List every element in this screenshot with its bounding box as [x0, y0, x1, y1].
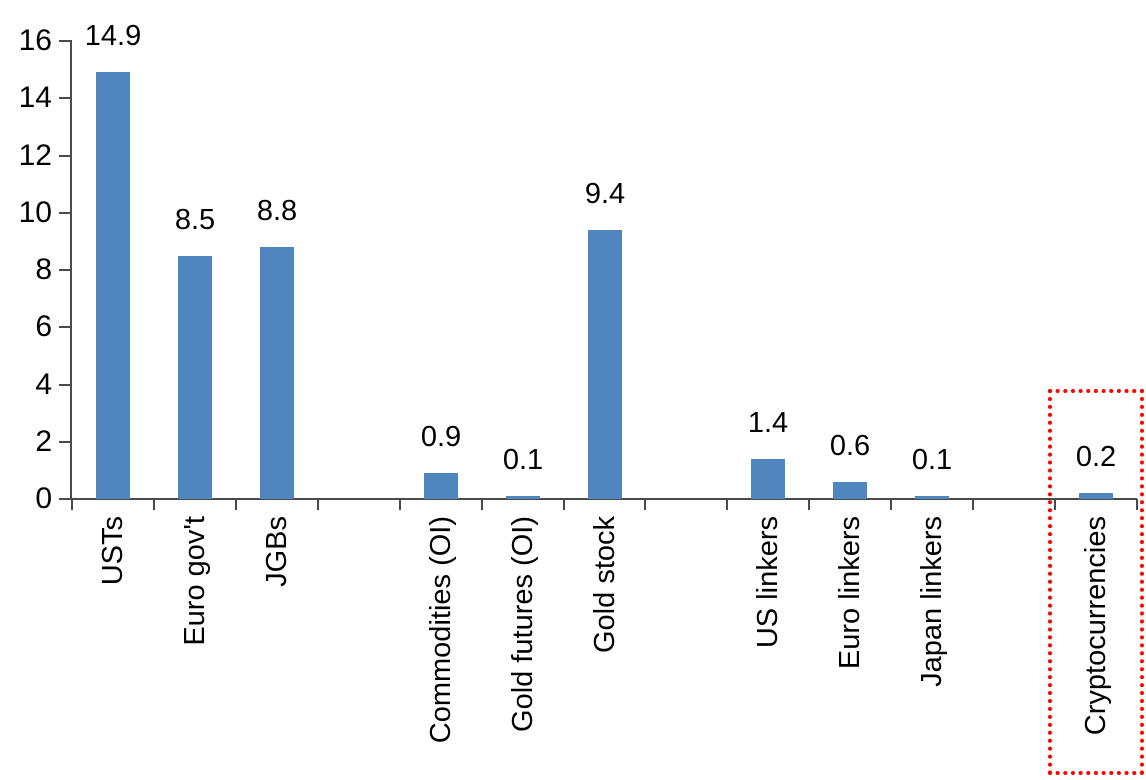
bar-cryptocurrencies [1079, 493, 1113, 499]
category-label-usts: USTs [97, 516, 129, 586]
x-axis-tick [808, 499, 810, 510]
bar-gold-stock [588, 230, 622, 499]
x-axis-tick [153, 499, 155, 510]
x-axis-tick [481, 499, 483, 510]
bar-gold-futures-oi [506, 496, 540, 499]
y-axis-tick [59, 326, 72, 328]
x-axis-tick [317, 499, 319, 510]
value-label-cryptocurrencies: 0.2 [1075, 441, 1117, 473]
value-label-commodities-oi: 0.9 [420, 421, 462, 453]
category-label-japan-linkers: Japan linkers [916, 516, 948, 687]
x-axis-tick [71, 499, 73, 510]
bar-commodities-oi [424, 473, 458, 499]
x-axis-line [70, 498, 1137, 500]
value-label-us-linkers: 1.4 [747, 407, 789, 439]
category-label-gold-futures-oi: Gold futures (OI) [507, 516, 539, 732]
bar-usts [96, 72, 130, 499]
y-axis-tick-label: 2 [35, 425, 52, 458]
y-axis-tick-label: 10 [18, 196, 52, 229]
category-label-us-linkers: US linkers [752, 516, 784, 649]
bar-japan-linkers [915, 496, 949, 499]
x-axis-tick [972, 499, 974, 510]
y-axis-tick [59, 498, 72, 500]
x-axis-tick [563, 499, 565, 510]
category-label-gold-stock: Gold stock [589, 516, 621, 653]
bar-jgbs [260, 247, 294, 499]
y-axis-tick [59, 97, 72, 99]
y-axis-tick-label: 16 [18, 24, 52, 57]
category-label-euro-gov-t: Euro gov't [179, 516, 211, 646]
y-axis-tick-label: 6 [35, 310, 52, 343]
x-axis-tick [726, 499, 728, 510]
value-label-gold-stock: 9.4 [584, 178, 626, 210]
y-axis-tick [59, 441, 72, 443]
y-axis-tick-label: 4 [35, 368, 52, 401]
x-axis-tick [399, 499, 401, 510]
value-label-euro-gov-t: 8.5 [174, 204, 216, 236]
highlight-box-cryptocurrencies [1048, 389, 1144, 775]
y-axis-tick-label: 14 [18, 81, 52, 114]
bar-us-linkers [751, 459, 785, 499]
y-axis-tick [59, 212, 72, 214]
x-axis-tick [644, 499, 646, 510]
y-axis-tick [59, 40, 72, 42]
y-axis-tick [59, 269, 72, 271]
value-label-euro-linkers: 0.6 [829, 430, 871, 462]
value-label-jgbs: 8.8 [256, 195, 298, 227]
y-axis-tick [59, 384, 72, 386]
category-label-jgbs: JGBs [261, 516, 293, 587]
value-label-japan-linkers: 0.1 [911, 444, 953, 476]
y-axis-tick-label: 12 [18, 139, 52, 172]
x-axis-tick [1054, 499, 1056, 510]
y-axis-tick [59, 155, 72, 157]
x-axis-tick [890, 499, 892, 510]
bar-euro-linkers [833, 482, 867, 499]
y-axis-tick-label: 8 [35, 253, 52, 286]
category-label-commodities-oi: Commodities (OI) [425, 516, 457, 744]
bar-euro-gov-t [178, 256, 212, 499]
x-axis-tick [1136, 499, 1138, 510]
value-label-usts: 14.9 [84, 20, 142, 52]
y-axis-tick-label: 0 [35, 482, 52, 515]
category-label-euro-linkers: Euro linkers [834, 516, 866, 670]
x-axis-tick [235, 499, 237, 510]
value-label-gold-futures-oi: 0.1 [502, 444, 544, 476]
